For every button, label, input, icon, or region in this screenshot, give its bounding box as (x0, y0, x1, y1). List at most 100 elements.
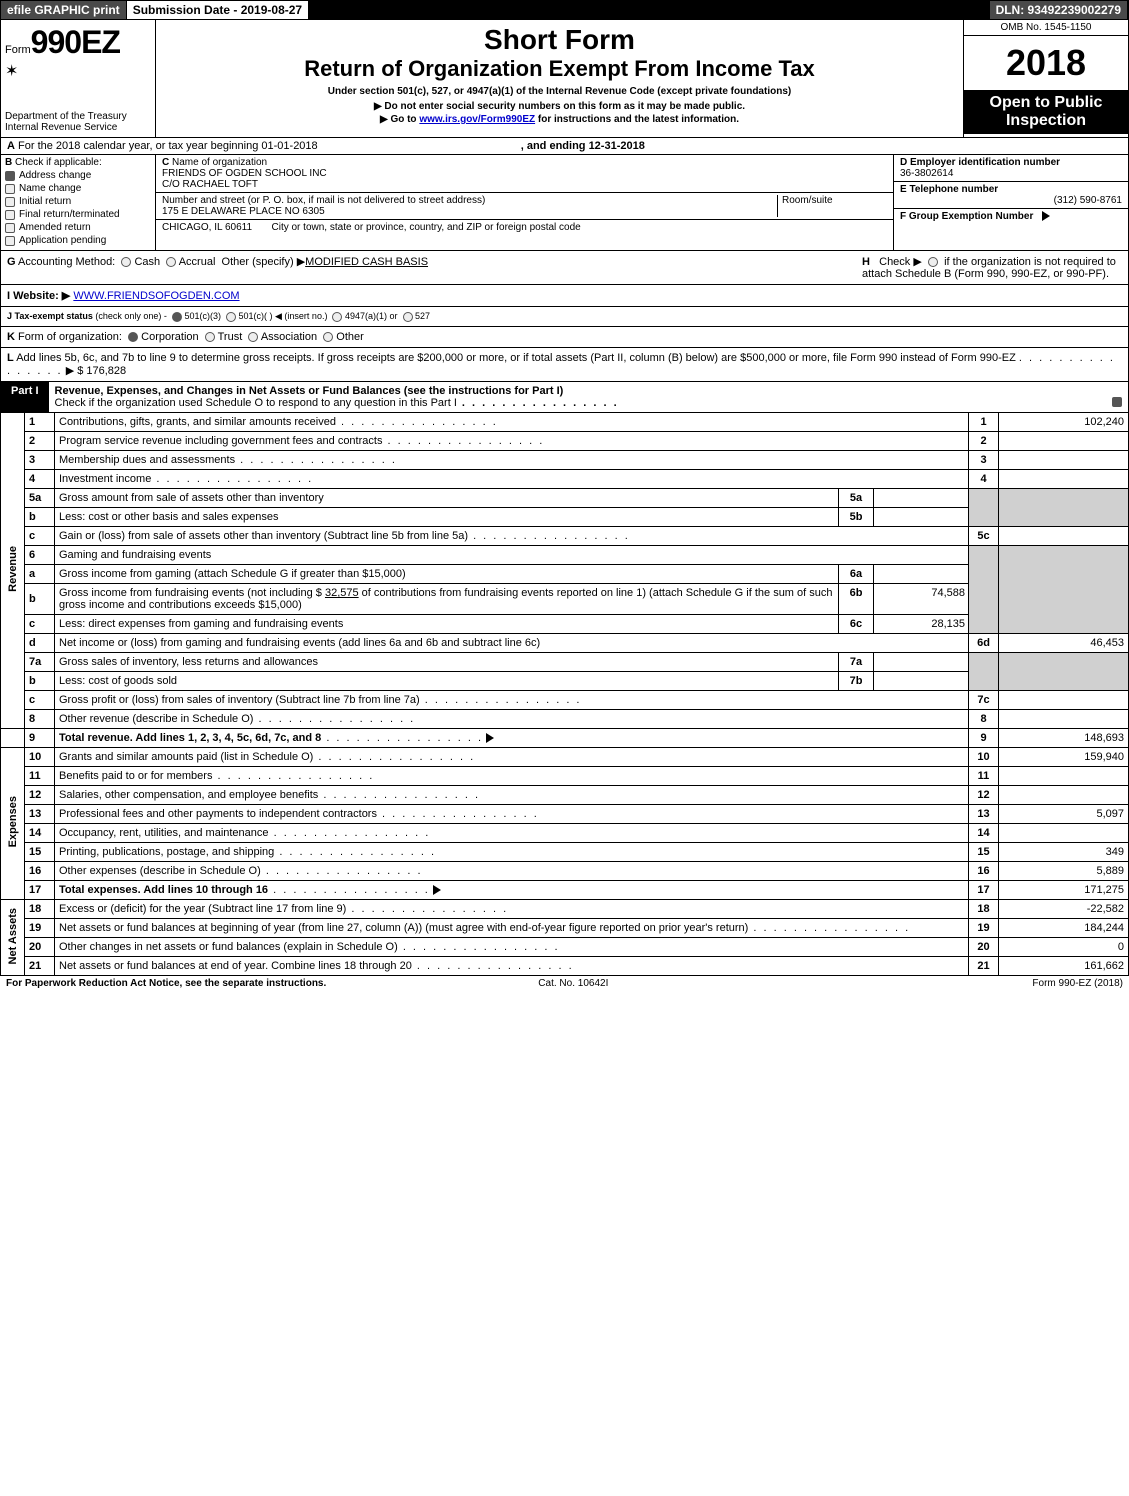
val-13: 5,097 (999, 805, 1129, 824)
paperwork-notice: For Paperwork Reduction Act Notice, see … (6, 978, 326, 989)
val-19: 184,244 (999, 919, 1129, 938)
line-i: I Website: ▶ WWW.FRIENDSOFOGDEN.COM (0, 285, 1129, 307)
form-ref: Form 990-EZ (2018) (1032, 978, 1123, 989)
radio-accrual[interactable] (166, 257, 176, 267)
val-18: -22,582 (999, 900, 1129, 919)
title-short-form: Short Form (164, 24, 955, 56)
submission-date: Submission Date - 2019-08-27 (127, 1, 309, 19)
table-row: dNet income or (loss) from gaming and fu… (1, 634, 1129, 653)
radio-association[interactable] (248, 332, 258, 342)
table-row: 20Other changes in net assets or fund ba… (1, 938, 1129, 957)
line-l: L Add lines 5b, 6c, and 7b to line 9 to … (0, 348, 1129, 382)
chk-pending[interactable] (5, 236, 15, 246)
website-link[interactable]: WWW.FRIENDSOFOGDEN.COM (73, 290, 239, 302)
table-row: bGross income from fundraising events (n… (1, 584, 1129, 615)
chk-amended[interactable] (5, 223, 15, 233)
line-j: J Tax-exempt status (check only one) - 5… (0, 307, 1129, 327)
table-row: 4Investment income4 (1, 470, 1129, 489)
table-row: 15Printing, publications, postage, and s… (1, 843, 1129, 862)
expenses-label: Expenses (7, 796, 19, 847)
revenue-label: Revenue (7, 546, 19, 592)
val-16: 5,889 (999, 862, 1129, 881)
arrow-icon (1042, 211, 1050, 221)
phone: (312) 590-8761 (900, 195, 1122, 206)
chk-schedule-o[interactable] (1112, 397, 1122, 407)
table-row: Net Assets18Excess or (deficit) for the … (1, 900, 1129, 919)
footer: For Paperwork Reduction Act Notice, see … (0, 976, 1129, 991)
dept-treasury: Department of the Treasury (5, 81, 151, 122)
val-10: 159,940 (999, 748, 1129, 767)
val-6d: 46,453 (999, 634, 1129, 653)
table-row: 5aGross amount from sale of assets other… (1, 489, 1129, 508)
table-row: 3Membership dues and assessments3 (1, 451, 1129, 470)
seal-icon: ✶ (5, 61, 151, 81)
topbar: efile GRAPHIC print Submission Date - 20… (0, 0, 1129, 20)
line-g-h: G Accounting Method: Cash Accrual Other … (0, 251, 1129, 285)
val-20: 0 (999, 938, 1129, 957)
form-number: 990EZ (31, 24, 120, 60)
part-label: Part I (1, 382, 49, 412)
val-21: 161,662 (999, 957, 1129, 976)
chk-address-change[interactable] (5, 171, 15, 181)
radio-501c3[interactable] (172, 312, 182, 322)
ein: 36-3802614 (900, 168, 953, 179)
open-public: Open to PublicInspection (964, 90, 1128, 134)
table-row: 21Net assets or fund balances at end of … (1, 957, 1129, 976)
efile-print[interactable]: efile GRAPHIC print (1, 1, 127, 19)
radio-cash[interactable] (121, 257, 131, 267)
val-9: 148,693 (999, 729, 1129, 748)
accounting-other: MODIFIED CASH BASIS (305, 256, 428, 268)
info-block: B Check if applicable: Address change Na… (0, 155, 1129, 251)
table-row: 11Benefits paid to or for members11 (1, 767, 1129, 786)
title-main: Return of Organization Exempt From Incom… (164, 56, 955, 82)
radio-corporation[interactable] (128, 332, 138, 342)
val-17: 171,275 (999, 881, 1129, 900)
table-row: 13Professional fees and other payments t… (1, 805, 1129, 824)
table-row: bLess: cost or other basis and sales exp… (1, 508, 1129, 527)
omb-number: OMB No. 1545-1150 (964, 20, 1128, 36)
instructions-link[interactable]: www.irs.gov/Form990EZ (419, 114, 535, 125)
radio-trust[interactable] (205, 332, 215, 342)
val-6b: 74,588 (873, 584, 968, 614)
table-row: 8Other revenue (describe in Schedule O)8 (1, 710, 1129, 729)
table-row: Expenses10Grants and similar amounts pai… (1, 748, 1129, 767)
table-row: 7aGross sales of inventory, less returns… (1, 653, 1129, 672)
net-assets-label: Net Assets (7, 908, 19, 964)
table-row: 12Salaries, other compensation, and empl… (1, 786, 1129, 805)
radio-schedule-b[interactable] (928, 257, 938, 267)
table-row: 2Program service revenue including gover… (1, 432, 1129, 451)
chk-final-return[interactable] (5, 210, 15, 220)
catalog-number: Cat. No. 10642I (538, 978, 608, 989)
table-row: cGross profit or (loss) from sales of in… (1, 691, 1129, 710)
table-row: cLess: direct expenses from gaming and f… (1, 615, 1129, 634)
table-row: 17Total expenses. Add lines 10 through 1… (1, 881, 1129, 900)
table-row: Revenue 1Contributions, gifts, grants, a… (1, 413, 1129, 432)
val-6c: 28,135 (873, 615, 968, 633)
org-name: FRIENDS OF OGDEN SCHOOL INC (162, 168, 327, 179)
table-row: 9Total revenue. Add lines 1, 2, 3, 4, 5c… (1, 729, 1129, 748)
chk-name-change[interactable] (5, 184, 15, 194)
dept-irs: Internal Revenue Service (5, 122, 151, 133)
radio-527[interactable] (403, 312, 413, 322)
subtitle: Under section 501(c), 527, or 4947(a)(1)… (164, 86, 955, 97)
street-address: 175 E DELAWARE PLACE NO 6305 (162, 206, 325, 217)
part-i-header: Part I Revenue, Expenses, and Changes in… (0, 382, 1129, 413)
care-of: C/O RACHAEL TOFT (162, 179, 258, 190)
table-row: bLess: cost of goods sold7b (1, 672, 1129, 691)
dln: DLN: 93492239002279 (990, 1, 1128, 19)
table-row: 19Net assets or fund balances at beginni… (1, 919, 1129, 938)
table-row: 14Occupancy, rent, utilities, and mainte… (1, 824, 1129, 843)
part-i-table: Revenue 1Contributions, gifts, grants, a… (0, 413, 1129, 976)
chk-initial-return[interactable] (5, 197, 15, 207)
section-a: A For the 2018 calendar year, or tax yea… (0, 138, 1129, 155)
val-1: 102,240 (999, 413, 1129, 432)
radio-other-org[interactable] (323, 332, 333, 342)
warning-ssn: ▶ Do not enter social security numbers o… (164, 101, 955, 112)
val-15: 349 (999, 843, 1129, 862)
form-prefix: Form (5, 44, 31, 56)
gross-receipts: ▶ $ 176,828 (66, 365, 126, 377)
form-header: Form990EZ ✶ Department of the Treasury I… (0, 20, 1129, 138)
line-k: K Form of organization: Corporation Trus… (0, 327, 1129, 348)
radio-501c[interactable] (226, 312, 236, 322)
radio-4947[interactable] (332, 312, 342, 322)
